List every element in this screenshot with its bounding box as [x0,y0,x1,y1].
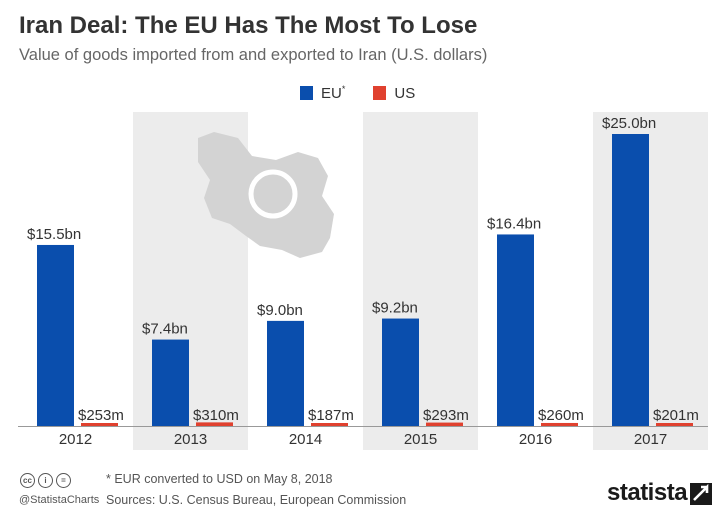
statista-logo-mark [690,483,712,505]
legend-item-us: US [373,85,415,102]
attribution-icon: i [38,473,53,488]
data-label-eu-2017: $25.0bn [602,115,656,132]
legend-item-eu: EU* [300,84,345,102]
data-label-us-2012: $253m [78,407,124,424]
x-tick-label-2016: 2016 [519,431,552,448]
license-icons: cc i = [20,473,74,488]
data-label-us-2013: $310m [193,407,239,424]
data-label-eu-2016: $16.4bn [487,215,541,232]
sources: Sources: U.S. Census Bureau, European Co… [106,493,407,507]
statista-logo[interactable]: statista [607,479,688,506]
twitter-handle[interactable]: @StatistaCharts [19,494,100,506]
bar-us-2015 [426,422,463,426]
data-label-us-2014: $187m [308,407,354,424]
exchange-arrows-icon [248,169,298,219]
x-tick-label-2013: 2013 [174,431,207,448]
bar-us-2014 [311,423,348,426]
bar-us-2012 [81,423,118,426]
data-label-eu-2013: $7.4bn [142,321,188,338]
bar-eu-2013 [152,339,189,426]
x-tick-label-2014: 2014 [289,431,322,448]
data-label-us-2015: $293m [423,407,469,424]
legend-label-eu: EU* [321,84,346,102]
data-label-eu-2015: $9.2bn [372,300,418,317]
bar-eu-2017 [612,134,649,426]
x-tick-label-2017: 2017 [634,431,667,448]
x-tick-label-2012: 2012 [59,431,92,448]
bar-eu-2014 [267,320,304,426]
data-label-eu-2012: $15.5bn [27,226,81,243]
legend-label-us: US [394,84,416,102]
chart-title: Iran Deal: The EU Has The Most To Lose [19,12,478,39]
data-label-us-2016: $260m [538,407,584,424]
legend-swatch-eu [300,86,313,100]
bar-chart: $15.5bn $253m 2012 $7.4bn $310m 2013 $9.0bn $18… [18,112,708,450]
iran-map-icon [198,132,334,258]
year-band-2017 [593,112,708,450]
data-label-eu-2014: $9.0bn [257,302,303,319]
legend: EU* US [300,84,443,102]
bar-eu-2015 [382,318,419,426]
x-tick-label-2015: 2015 [404,431,437,448]
bar-us-2017 [656,423,693,426]
chart-subtitle: Value of goods imported from and exporte… [19,46,488,64]
bar-us-2013 [196,422,233,426]
bar-eu-2012 [37,244,74,426]
cc-icon: cc [20,473,35,488]
no-derivatives-icon: = [56,473,71,488]
bar-eu-2016 [497,234,534,426]
legend-swatch-us [373,86,387,100]
data-label-us-2017: $201m [653,407,699,424]
bar-us-2016 [541,422,578,426]
year-band-2015 [363,112,478,450]
footnote: * EUR converted to USD on May 8, 2018 [106,472,333,486]
